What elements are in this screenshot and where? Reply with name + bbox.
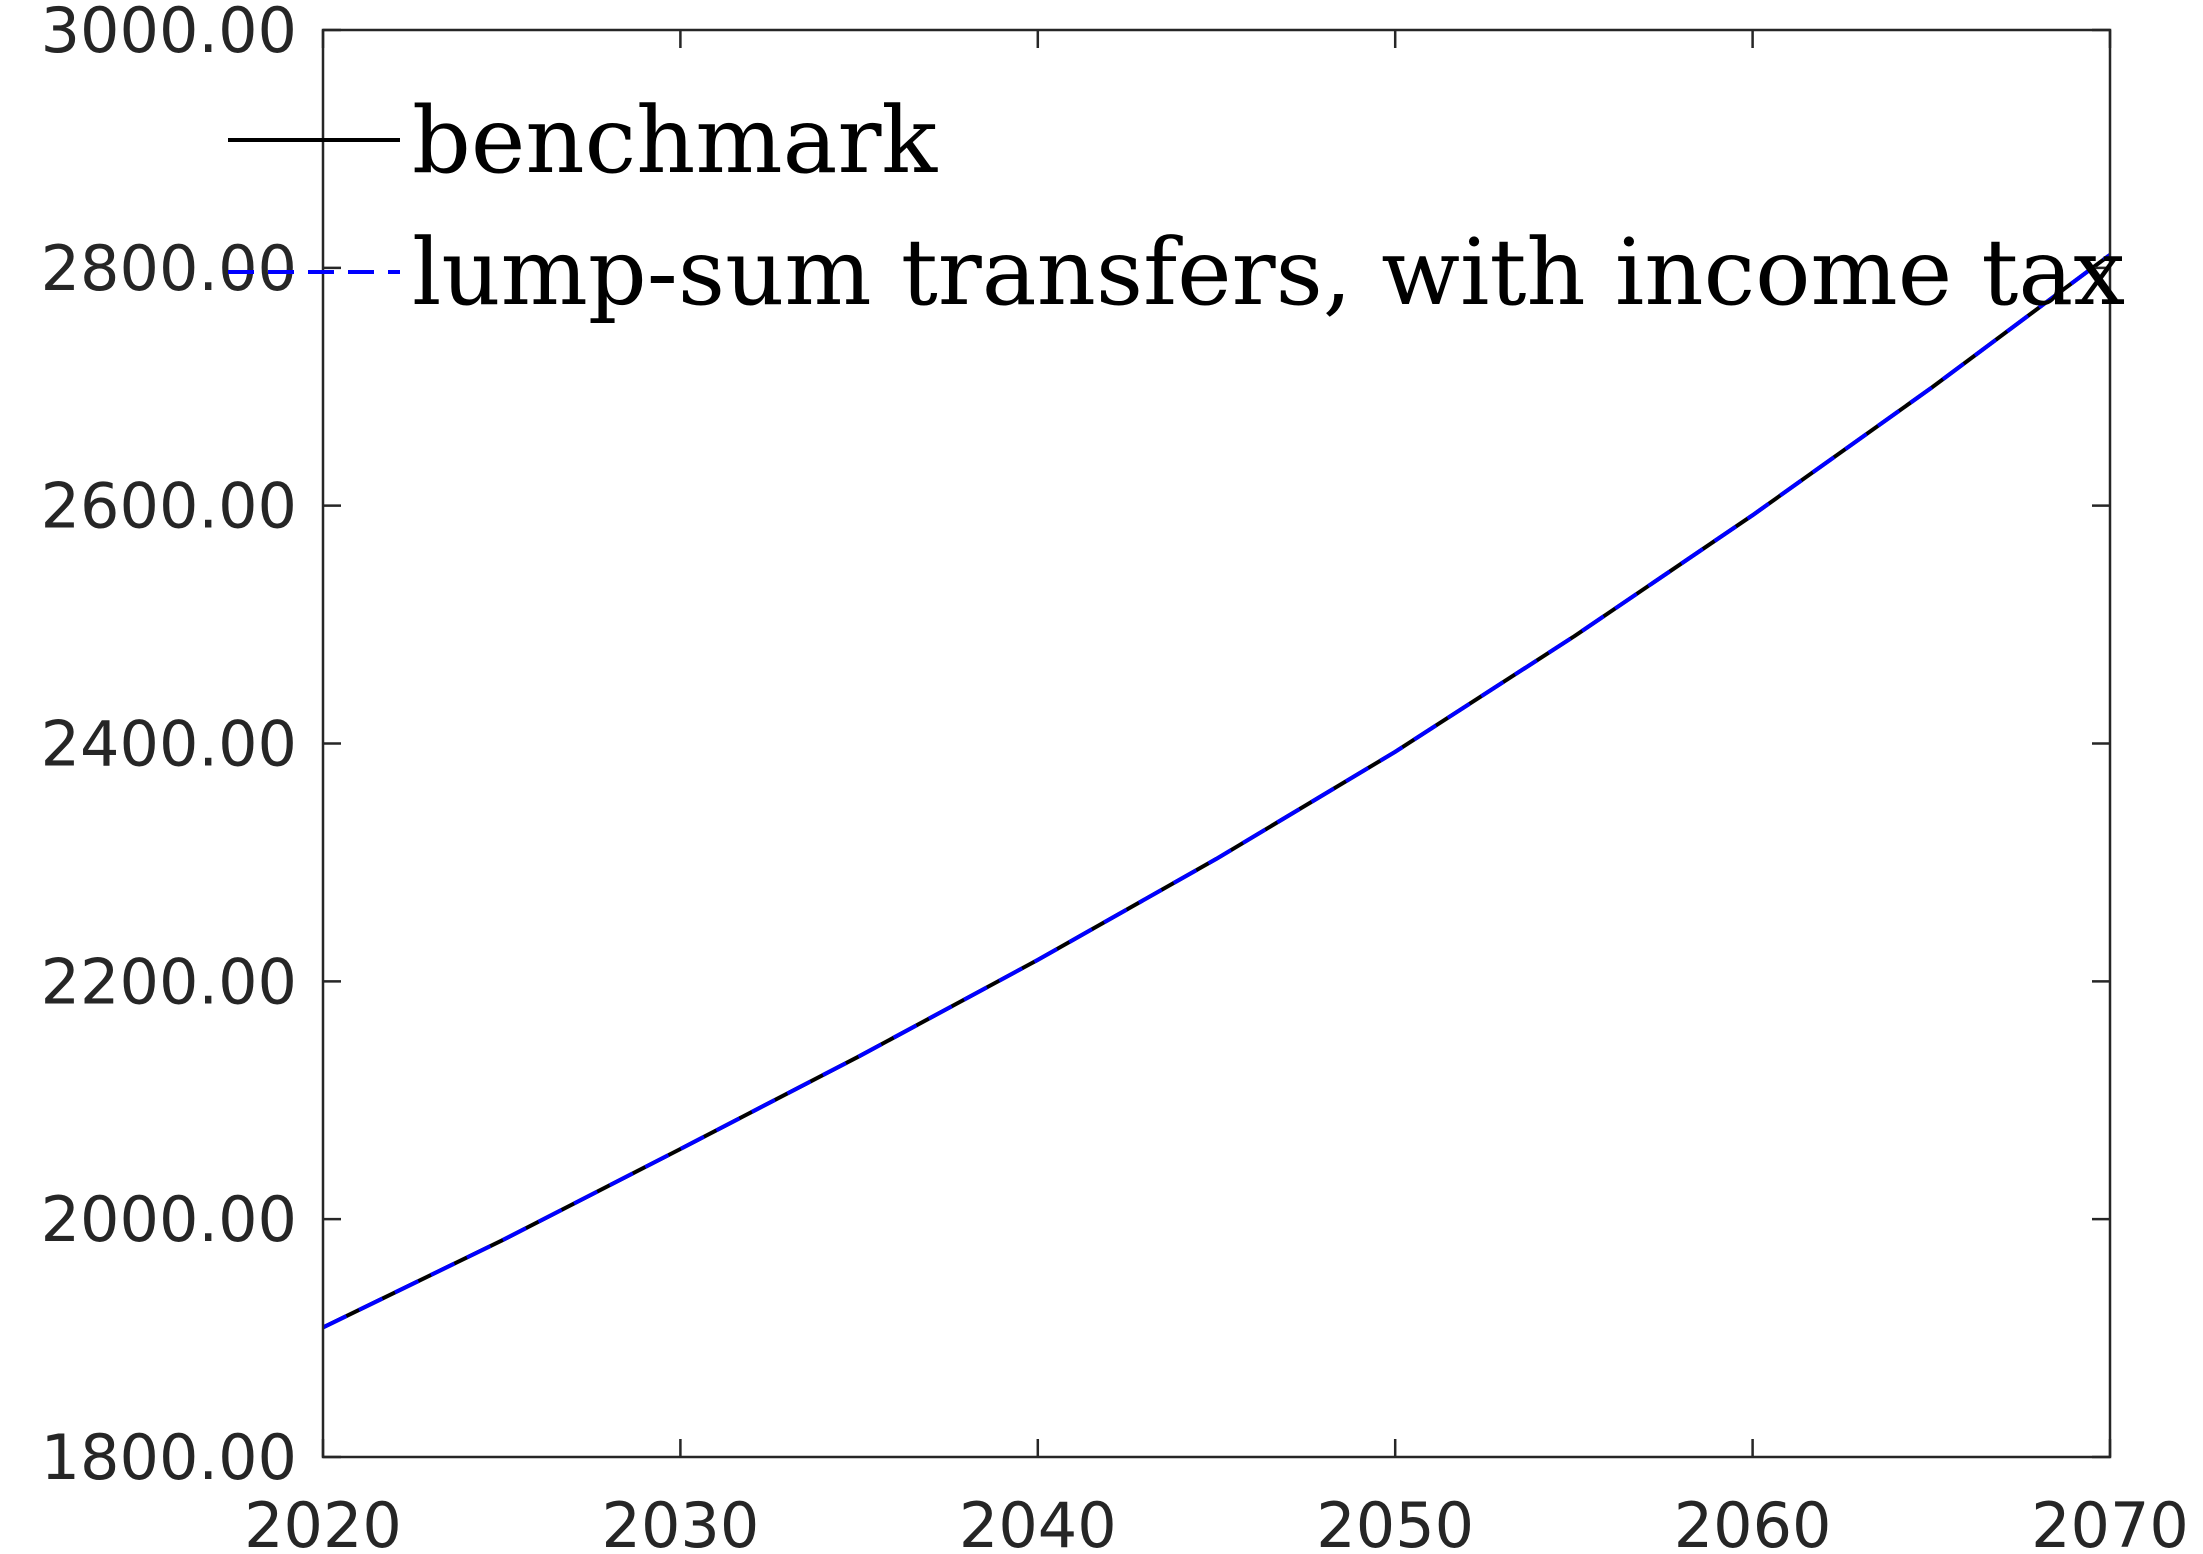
series-layer [322,253,2112,1330]
y-tick-label: 2200.00 [41,945,297,1018]
x-tick-label: 2070 [2031,1489,2189,1554]
y-tick-label: 2800.00 [41,232,297,305]
tick-layer: 2020 2030 2040 2050 2060 2070 1800.00 2000.00 22… [41,0,2189,1554]
x-tick-label: 2050 [1316,1489,1474,1554]
y-tick-label: 3000.00 [41,0,297,67]
series-line-2 [322,253,2112,1330]
plot-background [323,30,2110,1457]
y-tick-label: 2600.00 [41,470,297,543]
legend-label-2: lump-sum transfers, with income tax [412,219,2125,326]
legend-label-1: benchmark [412,87,938,194]
y-tick-label: 2400.00 [41,708,297,781]
x-tick-label: 2060 [1674,1489,1832,1554]
y-tick-label: 2000.00 [41,1183,297,1256]
x-tick-label: 2030 [602,1489,760,1554]
legend: benchmark lump-sum transfers, with income… [228,87,2125,326]
y-tick-label: 1800.00 [41,1421,297,1494]
x-tick-label: 2040 [959,1489,1117,1554]
x-tick-label: 2020 [244,1489,402,1554]
